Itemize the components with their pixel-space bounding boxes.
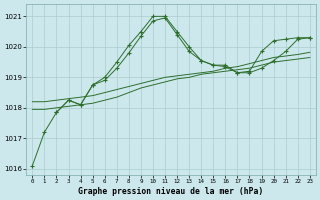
X-axis label: Graphe pression niveau de la mer (hPa): Graphe pression niveau de la mer (hPa)	[78, 187, 264, 196]
